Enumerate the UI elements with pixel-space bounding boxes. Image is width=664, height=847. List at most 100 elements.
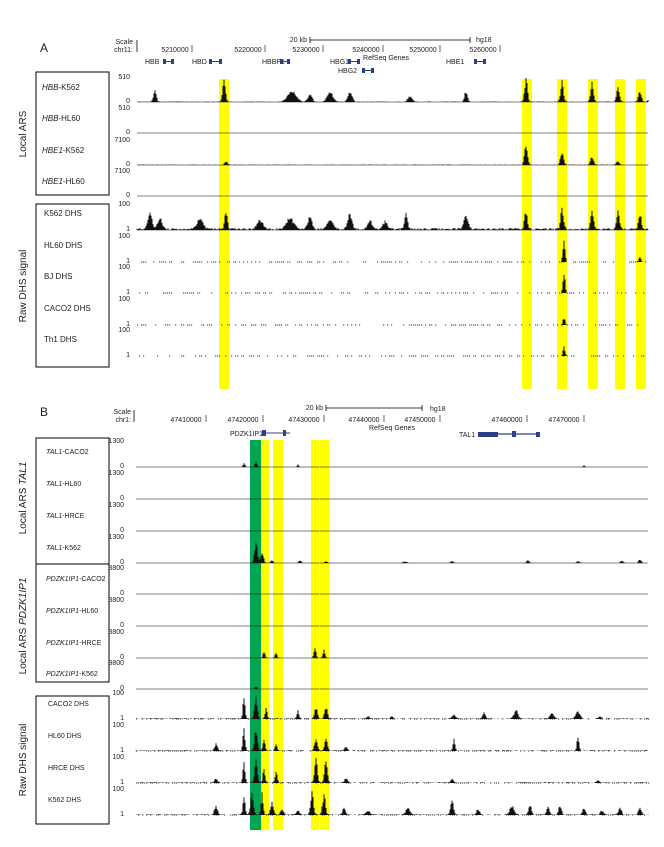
dhs-min-a-0: 1 [126,226,130,233]
gene-exon2-tal1 [512,431,516,437]
pdzk-track-min-2: 0 [120,654,124,661]
gene-exon2-4 [371,68,374,73]
gene-label-hbd: HBD [192,59,207,66]
highlight-b-0 [261,440,269,830]
tal1-track-cell-0: -CACO2 [62,449,89,456]
track-gene-a-2: HBE1 [42,146,63,155]
pdzk-track-min-3: 0 [120,685,124,692]
group-label-dhs-a: Raw DHS signal [18,250,29,323]
dhs-min-b-3: 1 [120,811,124,818]
highlight-a-5 [636,79,646,389]
pdzk-track-signal-2-bars [261,648,327,658]
gene-exon-0 [163,59,166,64]
coord-label-b-5: 47460000 [491,417,522,424]
chrom-label-b: chr1: [115,417,131,424]
track-max-a-0: 510 [118,74,130,81]
tal1-track-min-3: 0 [120,559,124,566]
pdzk-track-gene-3: PDZK1IP1 [46,671,79,678]
track-cell-a-2: -K562 [63,146,85,155]
gene-exon-3 [348,59,351,64]
track-label-a-3: HBE1-HL60 [42,177,85,186]
dhs-min-b-0: 1 [120,715,124,722]
pdzk-track-max-2: 3800 [108,629,124,636]
dhs-signal-b-0-bars [136,696,649,719]
highlight-b-2 [311,440,319,830]
signal-layer [135,78,650,816]
pdzk-track-label-1: PDZK1IP1-HL60 [46,608,98,615]
dhs-peaks-a-1-bars [561,240,643,262]
group-label-tal1: Local ARS TAL1 [18,462,29,535]
dhs-max-b-2: 100 [112,754,124,761]
signal-a-0-bars [138,78,649,102]
assembly-label: hg18 [476,37,492,44]
pdzk-track-label-0: PDZK1IP1-CACO2 [46,576,106,583]
highlight-a-0 [219,79,229,389]
coord-label-1: 5220000 [234,47,261,54]
group-label-dhs-b: Raw DHS signal [18,724,29,797]
signal-a-2-bars [137,146,649,165]
tal1-track-label-2: TAL1-HRCE [46,513,85,520]
scale-bar-label-b: 20 kb [306,405,323,412]
scale-bar-label: 20 kb [290,37,307,44]
dhs-min-a-4: 1 [126,352,130,359]
coord-label-b-6: 47470000 [548,417,579,424]
pdzk-track-max-3: 3800 [108,660,124,667]
gene-exon2-3 [357,59,360,64]
tal1-track-max-1: 1300 [108,470,124,477]
dhs-signal-b-0 [136,696,649,719]
dhs-max-a-4: 100 [118,327,130,334]
dhs-peaks-a-3-bars [561,319,567,325]
tal1-track-min-2: 0 [120,527,124,534]
dhs-signal-b-3-bars [136,791,649,815]
track-cell-a-3: -HL60 [63,177,85,186]
gene-exon-5 [474,59,477,64]
gene-label-hbe1: HBE1 [446,59,464,66]
gene-exon2-2 [287,59,290,64]
gene-exon-4 [362,68,365,73]
group-box-dhs-a [35,203,110,368]
scale-label: Scale [115,39,133,46]
dhs-peaks-a-1 [561,240,643,262]
track-min-a-0: 0 [126,98,130,105]
dhs-signal-b-2 [137,758,647,783]
dhs-signal-a-0-bars [136,207,649,230]
dhs-label-b-0: CACO2 DHS [48,701,89,708]
dhs-max-a-3: 100 [118,296,130,303]
coord-label-5: 5260000 [469,47,496,54]
group-label-local-ars-a: Local ARS [18,110,29,157]
pdzk-track-signal-3 [253,686,258,689]
group-label-tal1-prefix: Local ARS [18,485,29,534]
tal1-track-gene-2: TAL1 [46,513,62,520]
highlight-layer [219,79,646,830]
group-box-pdzk [35,563,110,683]
refseq-label-b: RefSeq Genes [369,425,415,432]
signal-a-0 [138,78,649,102]
group-label-pdzk-gene: PDZK1IP1 [18,578,29,625]
dhs-max-b-1: 100 [112,722,124,729]
coord-label-4: 5250000 [409,47,436,54]
tal1-track-signal-0 [241,462,586,467]
track-max-a-3: 7100 [114,168,130,175]
gene-label-tal1: TAL1 [459,432,475,439]
tal1-track-label-1: TAL1-HL60 [46,481,81,488]
track-max-a-2: 7100 [114,137,130,144]
dhs-max-a-2: 100 [118,264,130,271]
coord-label-3: 5240000 [352,47,379,54]
gene-exon2-5 [483,59,486,64]
gene-label-hbbp1: HBBP1 [262,59,285,66]
gene-label-hbb: HBB [145,59,160,66]
pdzk-track-min-0: 0 [120,590,124,597]
dhs-signal-a-0 [136,207,649,230]
pdzk-track-gene-2: PDZK1IP1 [46,640,79,647]
coord-label-b-1: 47420000 [227,417,258,424]
tal1-track-cell-1: -HL60 [62,481,81,488]
refseq-label: RefSeq Genes [363,55,409,62]
track-label-a-0: HBB-K562 [42,83,80,92]
track-max-a-1: 510 [118,105,130,112]
coord-label-0: 5210000 [161,47,188,54]
pdzk-track-signal-3-bars [253,686,258,689]
dhs-signal-b-3 [136,791,649,815]
dhs-peaks-a-2-bars [561,274,567,293]
pdzk-track-cell-3: -K562 [79,671,98,678]
